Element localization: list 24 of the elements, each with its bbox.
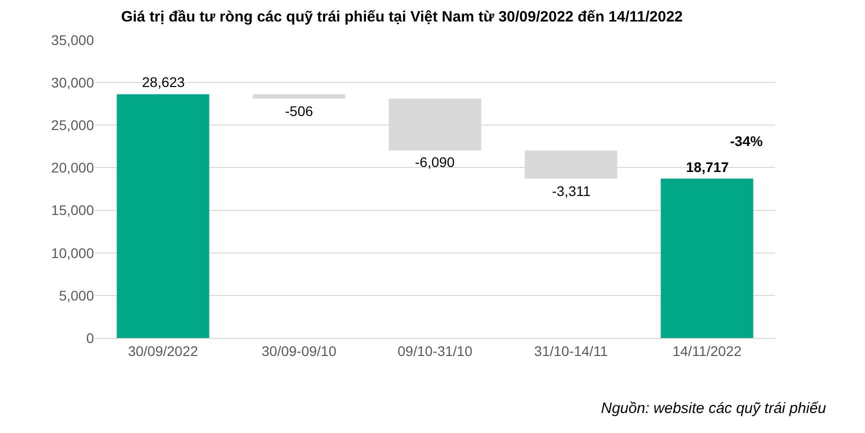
data-label: 18,717: [686, 159, 730, 175]
data-label: -6,090: [415, 154, 455, 170]
text: Nguồn: website các quỹ trái phiếu: [601, 400, 827, 417]
x-tick-label: 30/09/2022: [128, 342, 198, 359]
bar: [660, 178, 754, 338]
bar: [116, 94, 210, 338]
data-label: -506: [285, 103, 314, 119]
x-tick-label: 14/11/2022: [672, 342, 742, 359]
y-tick-label: 15,000: [51, 202, 94, 218]
y-tick-label: 20,000: [51, 160, 94, 176]
bar: [252, 94, 346, 99]
annotation: -34%: [730, 133, 764, 149]
y-tick-label: 5,000: [58, 287, 94, 304]
y-tick-label: 10,000: [51, 244, 94, 261]
data-label: 28,623: [142, 74, 186, 90]
x-tick-label: 09/10-31/10: [398, 342, 473, 359]
y-tick-label: 0: [86, 330, 94, 346]
data-label: -3,311: [552, 183, 591, 199]
y-tick-label: 30,000: [51, 74, 94, 90]
chart-title: Giá trị đầu tư ròng các quỹ trái phiếu tại Việt Nam từ 30/09/2022 đến 14/11/2022: [121, 8, 683, 26]
x-tick-label: 30/09-09/10: [262, 342, 337, 359]
x-tick-label: 31/10-14/11: [534, 342, 608, 359]
y-tick-label: 25,000: [51, 117, 94, 134]
y-tick-label: 35,000: [51, 32, 94, 48]
